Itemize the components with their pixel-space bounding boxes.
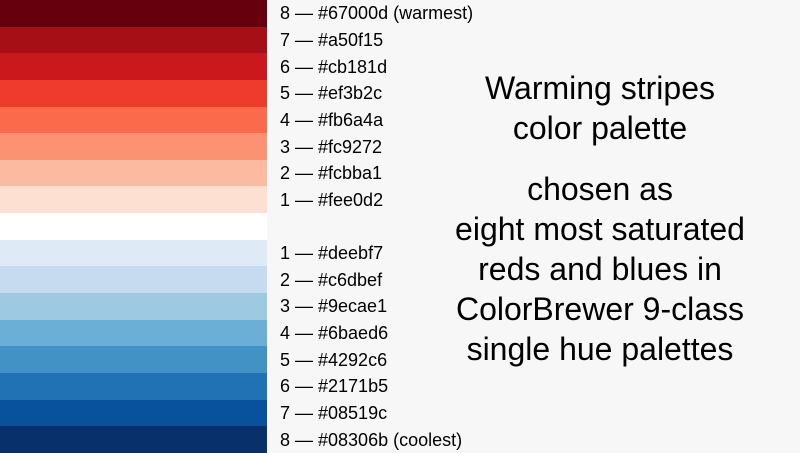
description-line-4: ColorBrewer 9-class (455, 291, 745, 327)
stripe-label: 6 — #cb181d (280, 56, 388, 77)
color-stripe (0, 0, 267, 27)
stripe-labels: 8 — #67000d (warmest) 7 — #a50f15 6 — #cb1… (280, 0, 520, 453)
stripe-label: 1 — #fee0d2 (280, 189, 384, 210)
color-stripe (0, 372, 267, 400)
color-stripe (0, 26, 267, 54)
title-line-2: color palette (512, 110, 688, 146)
color-stripe (0, 79, 267, 107)
stripe-label: 8 — #67000d (warmest) (280, 3, 474, 24)
color-stripes (0, 0, 267, 453)
stripe-label: 3 — #9ecae1 (280, 296, 388, 317)
description-line-1: chosen as (527, 171, 673, 207)
stripe-label: 8 — #08306b (coolest) (280, 429, 463, 450)
color-stripe (0, 213, 267, 240)
figure-title: Warming stripes color palette (440, 68, 760, 148)
color-stripe (0, 133, 267, 160)
stripe-label: 5 — #ef3b2c (280, 83, 383, 104)
color-stripe (0, 426, 267, 453)
description-line-2: eight most saturated (455, 211, 745, 247)
stripe-label: 2 — #c6dbef (280, 269, 383, 290)
stripe-label: 5 — #4292c6 (280, 349, 388, 370)
color-stripe (0, 399, 267, 427)
stripe-label: 2 — #fcbba1 (280, 163, 383, 184)
stripe-label: 3 — #fc9272 (280, 136, 383, 157)
stripe-label: 6 — #2171b5 (280, 376, 389, 397)
stripe-label: 4 — #6baed6 (280, 323, 389, 343)
color-stripe (0, 293, 267, 320)
title-line-1: Warming stripes (485, 70, 715, 106)
figure-description: chosen as eight most saturated reds and … (440, 169, 760, 369)
stripe-label: 7 — #08519c (280, 402, 388, 423)
color-stripe (0, 319, 267, 347)
stripe-label: 1 — #deebf7 (280, 243, 384, 264)
color-stripe (0, 186, 267, 214)
color-stripe (0, 53, 267, 80)
stripe-label: 4 — #fb6a4a (280, 109, 384, 130)
color-stripe (0, 239, 267, 267)
stripe-label: 7 — #a50f15 (280, 29, 384, 50)
description-line-5: single hue palettes (466, 331, 734, 367)
color-stripe (0, 346, 267, 373)
description-line-3: reds and blues in (478, 251, 722, 287)
color-stripe (0, 106, 267, 134)
color-stripe (0, 159, 267, 187)
color-stripe (0, 266, 267, 294)
